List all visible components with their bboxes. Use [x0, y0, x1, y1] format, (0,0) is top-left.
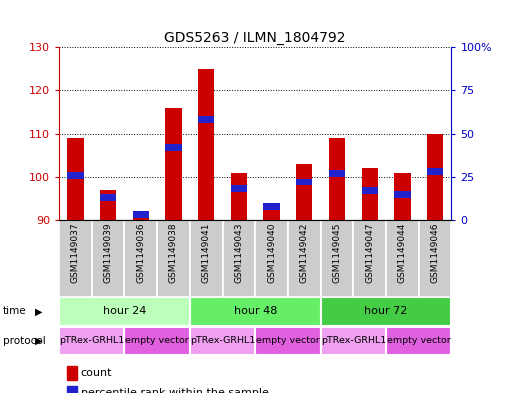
- Bar: [362, 187, 378, 194]
- Bar: [67, 138, 84, 220]
- Text: pTRex-GRHL1: pTRex-GRHL1: [59, 336, 124, 345]
- Bar: [296, 164, 312, 220]
- Bar: [329, 170, 345, 177]
- Text: hour 48: hour 48: [233, 307, 277, 316]
- FancyBboxPatch shape: [190, 220, 223, 297]
- Bar: [165, 144, 182, 151]
- Text: hour 24: hour 24: [103, 307, 146, 316]
- Bar: [231, 173, 247, 220]
- Text: percentile rank within the sample: percentile rank within the sample: [81, 388, 268, 393]
- FancyBboxPatch shape: [386, 220, 419, 297]
- FancyBboxPatch shape: [353, 220, 386, 297]
- Title: GDS5263 / ILMN_1804792: GDS5263 / ILMN_1804792: [165, 31, 346, 45]
- Bar: [67, 366, 76, 380]
- Text: GSM1149040: GSM1149040: [267, 222, 276, 283]
- Bar: [263, 203, 280, 210]
- Text: ▶: ▶: [35, 307, 43, 316]
- FancyBboxPatch shape: [124, 220, 157, 297]
- Bar: [67, 386, 76, 393]
- Text: GSM1149045: GSM1149045: [332, 222, 342, 283]
- Bar: [100, 190, 116, 220]
- Text: GSM1149036: GSM1149036: [136, 222, 145, 283]
- Text: protocol: protocol: [3, 336, 45, 346]
- Bar: [362, 168, 378, 220]
- Bar: [394, 191, 410, 198]
- Text: GSM1149047: GSM1149047: [365, 222, 374, 283]
- FancyBboxPatch shape: [321, 220, 353, 297]
- Text: empty vector: empty vector: [125, 336, 189, 345]
- Text: GSM1149044: GSM1149044: [398, 222, 407, 283]
- Bar: [263, 203, 280, 220]
- Bar: [427, 168, 443, 175]
- Text: pTRex-GRHL1: pTRex-GRHL1: [321, 336, 386, 345]
- Bar: [100, 194, 116, 201]
- Bar: [427, 134, 443, 220]
- Bar: [132, 211, 149, 220]
- FancyBboxPatch shape: [223, 220, 255, 297]
- Bar: [67, 172, 84, 178]
- Text: GSM1149039: GSM1149039: [104, 222, 112, 283]
- Text: GSM1149046: GSM1149046: [430, 222, 440, 283]
- FancyBboxPatch shape: [255, 327, 321, 355]
- FancyBboxPatch shape: [386, 327, 451, 355]
- FancyBboxPatch shape: [288, 220, 321, 297]
- FancyBboxPatch shape: [190, 297, 321, 325]
- Bar: [165, 108, 182, 220]
- Bar: [198, 69, 214, 220]
- FancyBboxPatch shape: [321, 297, 451, 325]
- FancyBboxPatch shape: [190, 327, 255, 355]
- Text: GSM1149042: GSM1149042: [300, 222, 309, 283]
- Text: pTRex-GRHL1: pTRex-GRHL1: [190, 336, 255, 345]
- Bar: [394, 173, 410, 220]
- FancyBboxPatch shape: [59, 220, 92, 297]
- FancyBboxPatch shape: [59, 327, 124, 355]
- Text: count: count: [81, 368, 112, 378]
- Text: hour 72: hour 72: [364, 307, 408, 316]
- Text: GSM1149041: GSM1149041: [202, 222, 211, 283]
- Bar: [132, 211, 149, 219]
- FancyBboxPatch shape: [255, 220, 288, 297]
- Text: GSM1149037: GSM1149037: [71, 222, 80, 283]
- Text: empty vector: empty vector: [256, 336, 320, 345]
- Text: time: time: [3, 307, 26, 316]
- Bar: [329, 138, 345, 220]
- Text: ▶: ▶: [35, 336, 43, 346]
- Text: GSM1149043: GSM1149043: [234, 222, 243, 283]
- FancyBboxPatch shape: [124, 327, 190, 355]
- FancyBboxPatch shape: [59, 297, 190, 325]
- Text: GSM1149038: GSM1149038: [169, 222, 178, 283]
- Bar: [231, 185, 247, 193]
- FancyBboxPatch shape: [419, 220, 451, 297]
- Bar: [198, 116, 214, 123]
- Bar: [296, 178, 312, 185]
- FancyBboxPatch shape: [321, 327, 386, 355]
- FancyBboxPatch shape: [157, 220, 190, 297]
- FancyBboxPatch shape: [92, 220, 124, 297]
- Text: empty vector: empty vector: [387, 336, 450, 345]
